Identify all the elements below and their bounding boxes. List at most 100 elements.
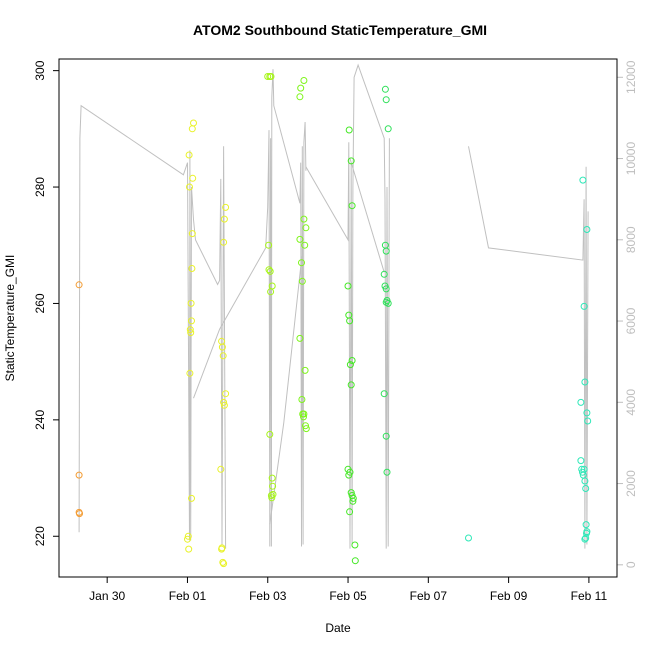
data-point (264, 73, 272, 80)
data-point (302, 224, 310, 232)
data-point (296, 334, 304, 342)
data-point (298, 396, 306, 403)
x-tick-label: Feb 03 (249, 589, 287, 603)
data-point (268, 494, 276, 502)
data-point (302, 422, 309, 430)
data-point (300, 77, 308, 84)
data-point (188, 265, 196, 272)
data-point (380, 390, 388, 398)
data-point (75, 281, 83, 289)
data-point (347, 157, 355, 165)
data-point (220, 560, 228, 568)
x-tick-label: Feb 11 (571, 589, 608, 603)
data-point (186, 183, 193, 191)
data-point (380, 270, 388, 278)
data-point (349, 497, 357, 505)
data-point (188, 125, 196, 133)
x-tick-label: Jan 30 (89, 589, 125, 603)
data-point (188, 317, 195, 325)
data-point (301, 366, 309, 374)
data-point (188, 230, 196, 238)
data-point (217, 465, 225, 473)
data-point (218, 544, 226, 552)
y2-tick-label: 2000 (624, 470, 638, 497)
data-point (382, 285, 390, 293)
data-point (268, 474, 276, 482)
data-point (583, 529, 590, 537)
data-point (581, 378, 589, 386)
data-point (188, 494, 195, 502)
y2-tick-label: 6000 (624, 307, 638, 334)
data-point (222, 203, 230, 211)
data-point (580, 302, 588, 310)
data-point (300, 413, 307, 421)
secondary-line-segment (468, 146, 589, 549)
data-point (185, 151, 193, 159)
y-tick-label: 220 (33, 526, 47, 546)
data-point (346, 468, 354, 476)
secondary-line-segment (193, 69, 307, 547)
data-point (584, 417, 592, 425)
secondary-line-segment (269, 255, 303, 525)
data-point (344, 282, 352, 290)
data-point (384, 125, 392, 133)
data-point (296, 93, 304, 101)
data-point (268, 282, 276, 290)
plot-frame (58, 58, 618, 578)
data-point (581, 477, 589, 485)
x-tick-label: Feb 01 (169, 589, 207, 603)
data-point (346, 508, 354, 516)
data-point (349, 494, 357, 502)
y-tick-label: 280 (33, 177, 47, 197)
y-tick-label: 260 (33, 293, 47, 313)
data-point (346, 317, 354, 325)
data-point (266, 267, 274, 275)
data-point (296, 235, 304, 243)
data-point (346, 361, 354, 369)
data-point (302, 425, 310, 433)
data-point (348, 202, 356, 210)
data-point (298, 259, 305, 267)
secondary-line-segment (349, 158, 385, 273)
data-point (220, 238, 228, 246)
data-point (301, 241, 309, 249)
data-point (298, 277, 306, 285)
data-point (220, 401, 228, 409)
x-tick-label: Feb 07 (410, 589, 448, 603)
data-point (267, 73, 275, 80)
data-point (582, 485, 590, 492)
secondary-line-segment (305, 63, 390, 549)
data-point (582, 534, 590, 542)
data-point (347, 381, 355, 389)
data-point (266, 430, 274, 438)
data-point (219, 352, 227, 360)
data-point (190, 119, 197, 127)
data-point (583, 409, 591, 417)
data-point (382, 298, 390, 306)
data-point (579, 176, 587, 184)
chart-title: ATOM2 Southbound StaticTemperature_GMI (193, 22, 487, 38)
data-point (351, 541, 359, 549)
data-point (220, 398, 228, 406)
y2-tick-label: 0 (624, 561, 638, 568)
data-point (583, 226, 591, 233)
y-tick-label: 240 (33, 410, 47, 430)
data-point (185, 545, 193, 553)
data-point (580, 465, 588, 473)
y2-tick-label: 12000 (624, 60, 638, 94)
data-point (348, 357, 356, 364)
data-point (187, 299, 195, 307)
y2-tick-label: 4000 (624, 389, 638, 416)
data-point (269, 490, 277, 498)
axes-layer: 220 240 260 280 300 Jan 30 Feb 01 Feb 03 Feb 05 F… (33, 60, 638, 603)
y-axis-label: StaticTemperature_GMI (3, 255, 17, 382)
data-point (76, 510, 83, 518)
y2-tick-label: 8000 (624, 226, 638, 253)
data-point (269, 482, 277, 490)
data-point (218, 343, 226, 351)
data-point (184, 535, 191, 543)
data-point (577, 398, 585, 406)
data-point (577, 457, 585, 465)
y-tick-label: 300 (33, 60, 47, 80)
